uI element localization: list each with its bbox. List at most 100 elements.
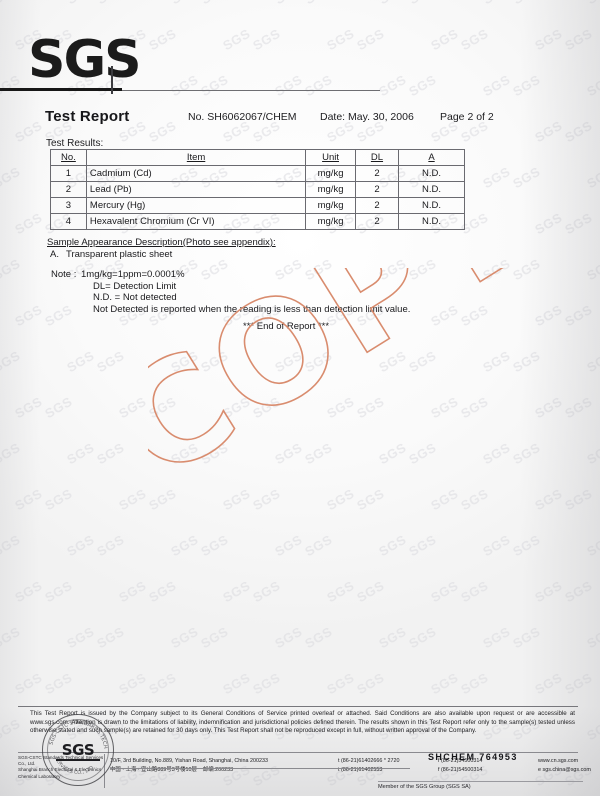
cell-item: Lead (Pb): [85, 181, 307, 198]
column-header-a: A: [398, 149, 465, 166]
security-watermark-tile: SGS: [198, 0, 231, 7]
security-watermark-tile: SGS: [42, 301, 75, 330]
security-watermark-tile: SGS: [510, 531, 543, 560]
header-tick-mark: [111, 66, 113, 94]
security-watermark-tile: SGS: [94, 439, 127, 468]
security-watermark-tile: SGS: [532, 577, 565, 606]
security-watermark-tile: SGS: [146, 669, 179, 698]
security-watermark-tile: SGS: [0, 531, 23, 560]
security-watermark-tile: SGS: [562, 209, 595, 238]
security-watermark-tile: SGS: [584, 439, 600, 468]
security-watermark-tile: SGS: [12, 669, 45, 698]
table-row: 4 Hexavalent Chromium (Cr VI) mg/kg 2 N.D.: [50, 213, 465, 230]
test-results-label: Test Results:: [46, 138, 104, 149]
test-results-table: No. Item Unit DL A 1 Cadmium (Cd) mg/kg 2 N.…: [50, 149, 465, 230]
security-watermark-tile: SGS: [428, 393, 461, 422]
security-watermark-tile: SGS: [250, 577, 283, 606]
column-header-no: No.: [50, 149, 87, 166]
security-watermark-tile: SGS: [324, 25, 357, 54]
security-watermark-tile: SGS: [376, 623, 409, 652]
security-watermark-tile: SGS: [302, 531, 335, 560]
security-watermark-tile: SGS: [272, 623, 305, 652]
security-watermark-tile: SGS: [354, 25, 387, 54]
footer-tel-1: t (86-21)61402666 * 2720: [338, 758, 400, 764]
security-watermark-tile: SGS: [0, 0, 23, 7]
note-line: Not Detected is reported when the readin…: [93, 303, 411, 315]
security-watermark-tile: SGS: [428, 577, 461, 606]
footer-fax-1: f (86-21)54500314: [438, 758, 483, 764]
security-watermark-tile: SGS: [146, 485, 179, 514]
column-header-unit: Unit: [305, 149, 356, 166]
security-watermark-tile: SGS: [12, 393, 45, 422]
cell-unit: mg/kg: [305, 181, 356, 198]
security-watermark-tile: SGS: [562, 25, 595, 54]
cell-item: Cadmium (Cd): [85, 165, 307, 182]
security-watermark-tile: SGS: [406, 255, 439, 284]
report-header-row: Test Report No. SH6062067/CHEM Date: May…: [45, 108, 565, 130]
security-watermark-tile: SGS: [480, 0, 513, 7]
security-watermark-tile: SGS: [376, 0, 409, 7]
security-watermark-tile: SGS: [0, 71, 23, 100]
security-watermark-tile: SGS: [94, 531, 127, 560]
security-watermark-tile: SGS: [532, 301, 565, 330]
cell-item: Mercury (Hg): [85, 197, 307, 214]
report-date: Date: May. 30, 2006: [320, 111, 414, 123]
security-watermark-tile: SGS: [480, 531, 513, 560]
sample-appearance-item: A. Transparent plastic sheet: [50, 249, 172, 260]
security-watermark-tile: SGS: [480, 163, 513, 192]
security-watermark-tile: SGS: [116, 485, 149, 514]
security-watermark-tile: SGS: [584, 0, 600, 7]
cell-a: N.D.: [398, 181, 465, 198]
security-watermark-tile: SGS: [64, 439, 97, 468]
column-header-dl: DL: [354, 149, 400, 166]
sample-item-label: A.: [50, 249, 59, 260]
reference-number: SHCHEM 764953: [428, 752, 518, 762]
security-watermark-tile: SGS: [562, 485, 595, 514]
security-watermark-tile: SGS: [198, 347, 231, 376]
security-watermark-tile: SGS: [324, 485, 357, 514]
report-number: No. SH6062067/CHEM: [188, 111, 297, 123]
security-watermark-tile: SGS: [220, 577, 253, 606]
security-watermark-tile: SGS: [250, 485, 283, 514]
security-watermark-tile: SGS: [250, 393, 283, 422]
security-watermark-tile: SGS: [458, 393, 491, 422]
security-watermark-tile: SGS: [324, 577, 357, 606]
table-body: 1 Cadmium (Cd) mg/kg 2 N.D. 2 Lead (Pb) mg/kg 2 N…: [50, 165, 465, 230]
footer-address-block: 10/F, 3rd Building, No.889, Yishan Road,…: [110, 757, 591, 774]
footer-company-name: SGS-CSTC Standards Technical Services Co…: [18, 755, 104, 767]
security-watermark-tile: SGS: [272, 347, 305, 376]
security-watermark-tile: SGS: [250, 25, 283, 54]
security-watermark-tile: SGS: [198, 623, 231, 652]
security-watermark-tile: SGS: [406, 439, 439, 468]
footer-company-block: SGS-CSTC Standards Technical Services Co…: [18, 755, 104, 780]
page-shadow-left: [0, 0, 40, 796]
security-watermark-tile: SGS: [562, 577, 595, 606]
cell-a: N.D.: [398, 165, 465, 182]
security-watermark-tile: SGS: [480, 347, 513, 376]
cell-a: N.D.: [398, 213, 465, 230]
security-watermark-tile: SGS: [584, 71, 600, 100]
security-watermark-tile: SGS: [198, 439, 231, 468]
cell-unit: mg/kg: [305, 213, 356, 230]
security-watermark-tile: SGS: [220, 393, 253, 422]
security-watermark-tile: SGS: [406, 71, 439, 100]
note-lines: 1mg/kg=1ppm=0.0001% DL= Detection Limit N.…: [81, 269, 410, 315]
footer-address-row-cn: 中国 · 上海 · 宜山路889号3号楼10层 邮编:200233 t (86-…: [110, 766, 591, 775]
cell-item: Hexavalent Chromium (Cr VI): [85, 213, 307, 230]
security-watermark-tile: SGS: [64, 347, 97, 376]
security-watermark-tile: SGS: [250, 669, 283, 698]
security-watermark-tile: SGS: [428, 669, 461, 698]
security-watermark-tile: SGS: [168, 71, 201, 100]
cell-dl: 2: [354, 181, 400, 198]
security-watermark-tile: SGS: [532, 209, 565, 238]
security-watermark-tile: SGS: [584, 255, 600, 284]
sample-appearance-title: Sample Appearance Description(Photo see …: [47, 237, 276, 248]
security-watermark-tile: SGS: [354, 485, 387, 514]
table-header-row: No. Item Unit DL A: [50, 149, 465, 166]
footer-separator: [18, 752, 578, 753]
security-watermark-tile: SGS: [354, 669, 387, 698]
security-watermark-tile: SGS: [458, 25, 491, 54]
footer-website: www.cn.sgs.com: [538, 758, 579, 764]
security-watermark-tile: SGS: [376, 71, 409, 100]
security-watermark-tile: SGS: [42, 393, 75, 422]
